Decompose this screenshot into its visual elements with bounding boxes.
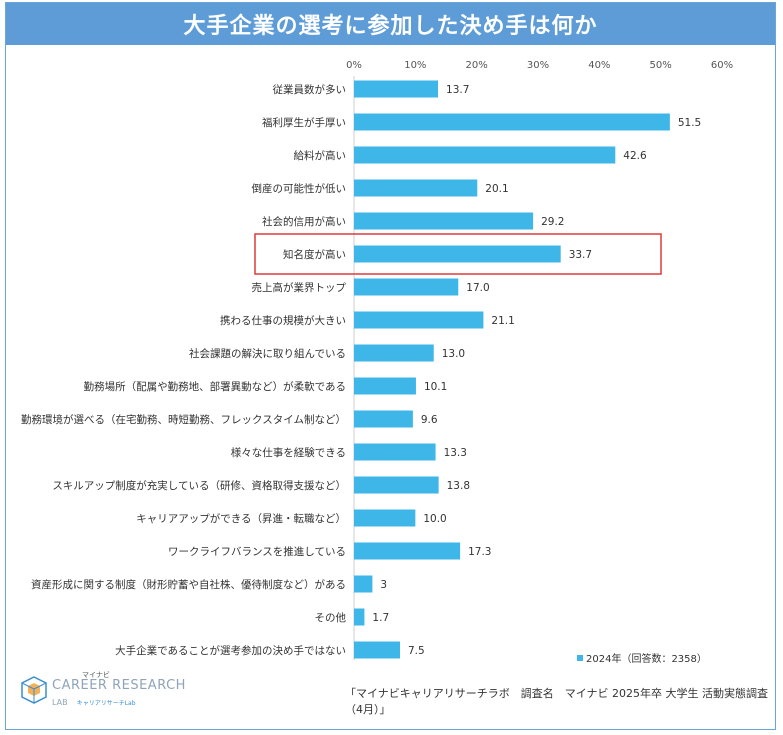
career-research-lab-logo: マイナビ CAREER RESEARCH LAB キャリアリサーチLab [20, 672, 186, 708]
x-tick-label: 20% [466, 60, 488, 71]
value-label: 29.2 [541, 216, 564, 228]
bar [354, 575, 373, 593]
value-label: 51.5 [678, 117, 701, 129]
value-label: 17.3 [468, 546, 491, 558]
bar [354, 542, 461, 560]
source-note: 「マイナビキャリアリサーチラボ 調査名 マイナビ 2025年卒 大学生 活動実態… [345, 687, 769, 716]
x-tick-label: 10% [404, 60, 426, 71]
value-label: 10.0 [423, 513, 446, 525]
bar [354, 278, 459, 296]
bar [354, 344, 434, 362]
value-label: 7.5 [408, 645, 425, 657]
bar [354, 608, 365, 626]
legend-swatch [577, 654, 583, 661]
category-label: その他 [315, 611, 347, 624]
highlight-box [254, 233, 662, 275]
x-tick-label: 40% [588, 60, 610, 71]
value-label: 13.7 [446, 84, 469, 96]
logo-small-text: マイナビ [82, 671, 110, 679]
category-label: 知名度が高い [283, 248, 346, 261]
bar [354, 80, 439, 98]
value-label: 33.7 [569, 249, 592, 261]
chart-title: 大手企業の選考に参加した決め手は何か [6, 3, 775, 45]
bar [354, 212, 534, 230]
value-label: 42.6 [623, 150, 647, 162]
value-label: 3 [380, 579, 387, 591]
category-label: 勤務場所（配属や勤務地、部署異動など）が柔軟である [84, 380, 346, 393]
x-tick-label: 30% [527, 60, 549, 71]
logo-main-text: CAREER RESEARCH [52, 678, 186, 693]
value-label: 21.1 [491, 315, 514, 327]
category-label: 勤務環境が選べる（在宅勤務、時短勤務、フレックスタイム制など） [21, 413, 346, 426]
bar [354, 476, 439, 494]
category-label: 給料が高い [294, 149, 347, 162]
x-tick-label: 50% [650, 60, 672, 71]
value-label: 9.6 [421, 414, 438, 426]
bar [354, 641, 400, 659]
legend-label: 2024年（回答数：2358） [586, 654, 707, 665]
category-label: 携わる仕事の規模が大きい [220, 314, 346, 327]
bar [354, 113, 670, 131]
bar [354, 410, 413, 428]
category-label: 資産形成に関する制度（財形貯蓄や自社株、優待制度など）がある [31, 578, 346, 591]
category-label: 福利厚生が手厚い [262, 116, 346, 129]
category-label: キャリアアップができる（昇進・転職など） [136, 512, 346, 525]
value-label: 13.3 [444, 447, 467, 459]
value-label: 10.1 [424, 381, 447, 393]
bar [354, 245, 561, 263]
value-label: 20.1 [485, 183, 508, 195]
category-label: 倒産の可能性が低い [252, 182, 347, 195]
category-label: 売上高が業界トップ [252, 281, 347, 294]
x-tick-label: 0% [346, 60, 362, 71]
category-label: 社会的信用が高い [262, 215, 346, 228]
category-label: ワークライフバランスを推進している [168, 545, 346, 558]
value-label: 17.0 [466, 282, 489, 294]
category-label: 社会課題の解決に取り組んでいる [189, 347, 346, 360]
bar [354, 509, 416, 527]
value-label: 13.8 [447, 480, 470, 492]
cube-logo-icon [21, 676, 47, 704]
bar [354, 377, 416, 395]
legend: 2024年（回答数：2358） [577, 650, 707, 665]
bar [354, 146, 616, 164]
value-label: 13.0 [442, 348, 465, 360]
bar [354, 179, 478, 197]
bar [354, 311, 484, 329]
logo-sub-text: LAB [52, 698, 68, 707]
value-label: 1.7 [372, 612, 389, 624]
logo-sub2-text: キャリアリサーチLab [76, 700, 136, 707]
category-label: 従業員数が多い [273, 83, 347, 96]
bar [354, 443, 436, 461]
category-label: スキルアップ制度が充実している（研修、資格取得支援など） [52, 479, 346, 492]
x-tick-label: 60% [711, 60, 733, 71]
category-label: 大手企業であることが選考参加の決め手ではない [115, 644, 346, 657]
category-label: 様々な仕事を経験できる [231, 446, 346, 459]
